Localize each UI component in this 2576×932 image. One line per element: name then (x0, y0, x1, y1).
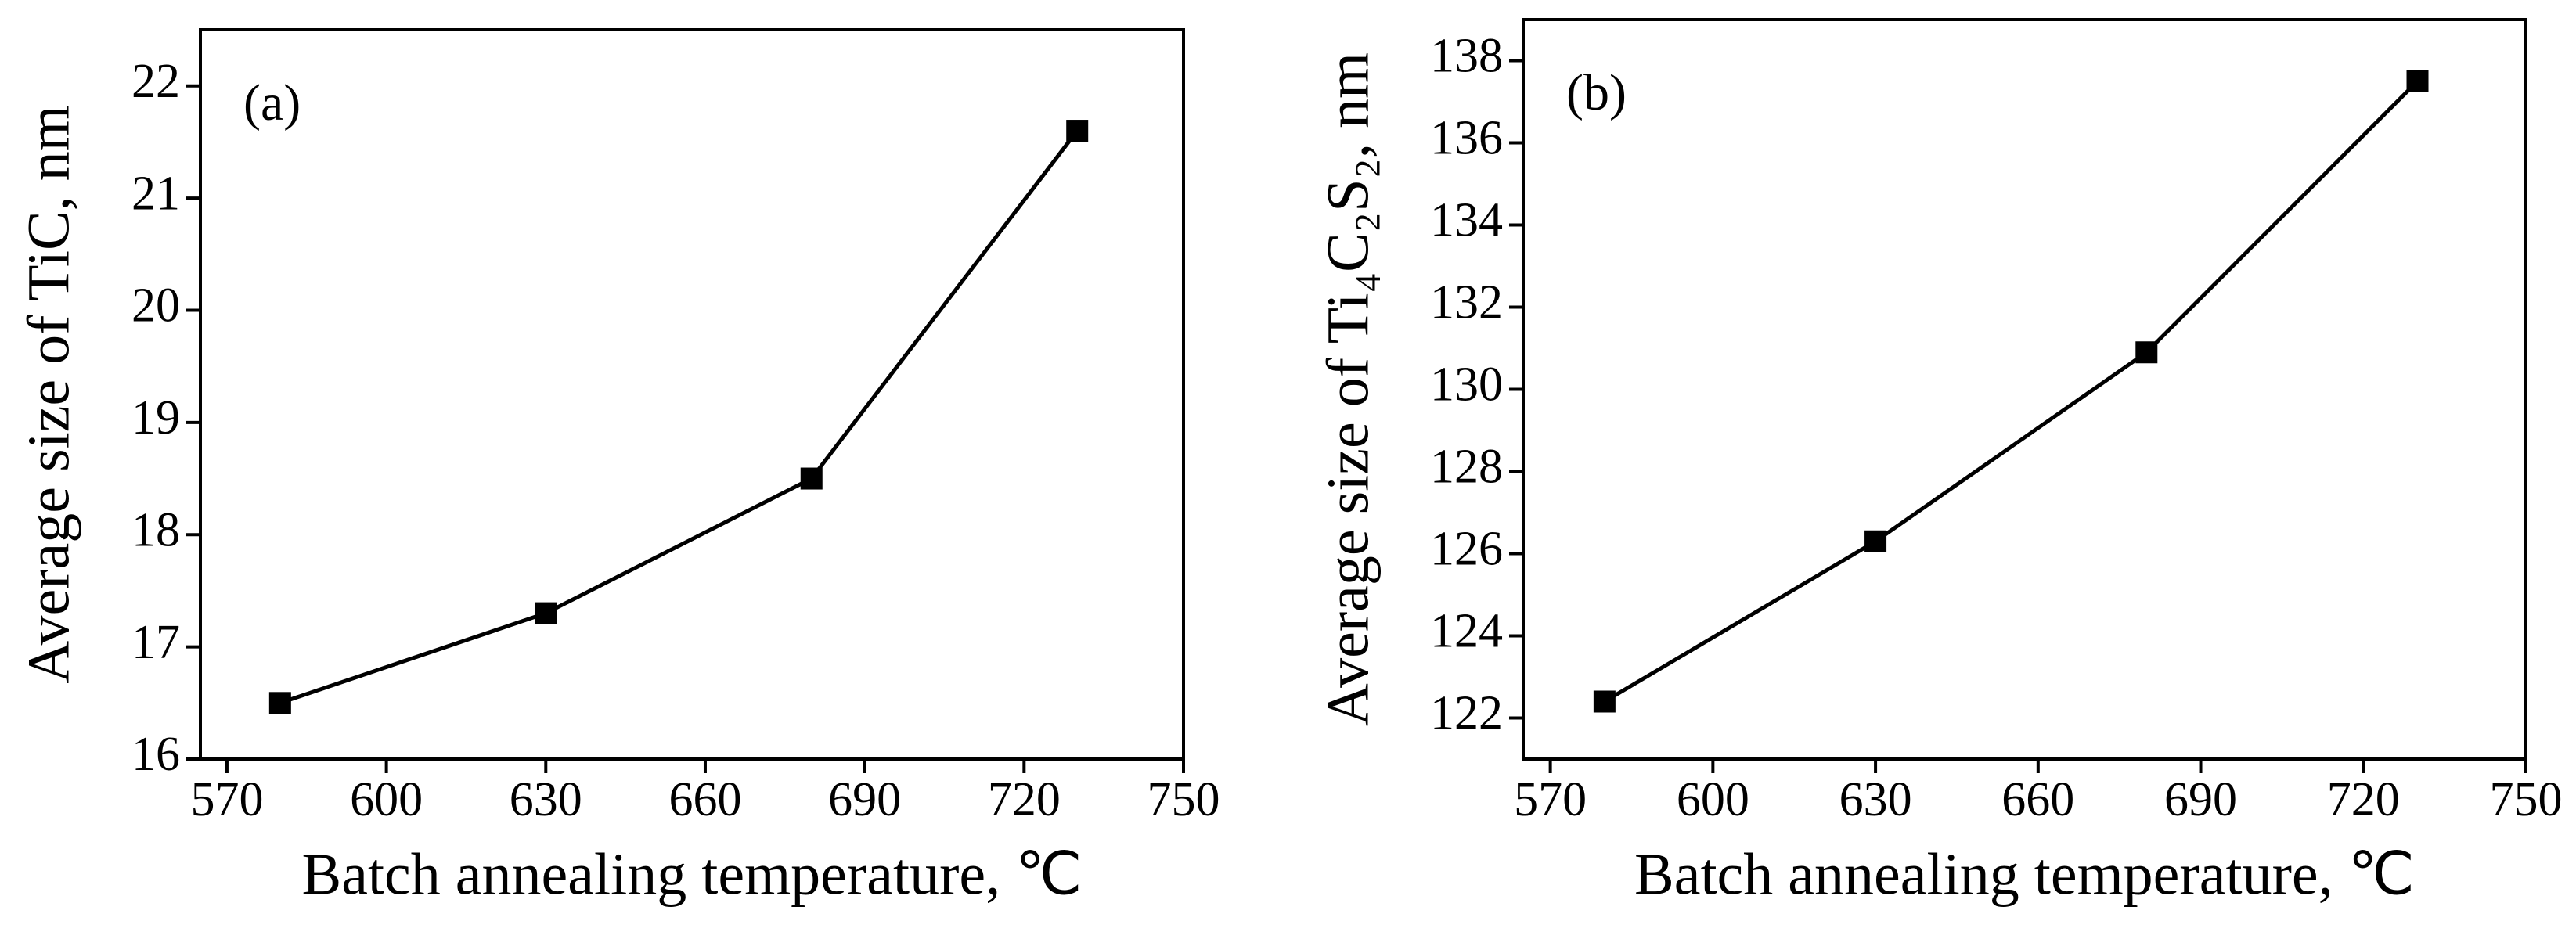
y-tick-label: 124 (1430, 605, 1503, 658)
x-tick-label: 570 (1514, 773, 1587, 826)
data-line (279, 129, 1079, 705)
y-tick-label: 122 (1430, 687, 1503, 740)
data-marker (1593, 690, 1616, 713)
x-axis-label: Batch annealing temperature, ℃ (1634, 841, 2415, 907)
x-tick-label: 660 (668, 773, 741, 826)
x-tick-label: 750 (1147, 773, 1220, 826)
chart: 570 600 630 660 690 720 750 16 17 18 19 20 21 22 Batch… (16, 28, 1220, 907)
x-tick-label: 750 (2490, 773, 2563, 826)
y-tick-label: 19 (132, 391, 180, 444)
y-tick-label: 21 (132, 167, 180, 220)
y-tick-label: 126 (1430, 523, 1503, 576)
x-tick-label: 690 (828, 773, 901, 826)
x-tick-label: 600 (1677, 773, 1749, 826)
y-tick-label: 17 (132, 616, 180, 669)
plot-frame (199, 28, 1185, 761)
data-marker (2135, 341, 2158, 364)
y-axis-label: Average size of Ti₄C₂S₂, nm (1315, 52, 1381, 726)
x-tick-label: 570 (190, 773, 263, 826)
data-marker (1864, 530, 1887, 552)
y-tick-label: 18 (132, 503, 180, 556)
x-axis-label: Batch annealing temperature, ℃ (302, 841, 1083, 907)
y-tick-label: 138 (1430, 30, 1503, 83)
y-tick-label: 130 (1430, 358, 1503, 412)
y-tick-label: 132 (1430, 276, 1503, 329)
y-tick-label: 134 (1430, 194, 1503, 247)
data-marker (268, 692, 291, 714)
x-tick-label: 720 (988, 773, 1061, 826)
x-tick-label: 630 (510, 773, 582, 826)
y-tick-label: 16 (132, 728, 180, 781)
data-line (1603, 79, 2419, 703)
panel-label: (b) (1566, 64, 1627, 121)
x-tick-label: 720 (2327, 773, 2400, 826)
y-tick-label: 20 (132, 279, 180, 333)
data-marker (800, 467, 823, 490)
y-tick-label: 128 (1430, 441, 1503, 494)
plot-frame (1522, 18, 2527, 761)
y-tick-label: 136 (1430, 112, 1503, 165)
x-tick-label: 600 (350, 773, 423, 826)
x-tick-label: 690 (2164, 773, 2237, 826)
x-tick-label: 660 (2001, 773, 2074, 826)
panel-label: (a) (243, 74, 301, 131)
chart: 570 600 630 660 690 720 750 122 124 126 128 130 132 1… (1315, 18, 2563, 907)
data-marker (2406, 70, 2429, 92)
x-tick-label: 630 (1839, 773, 1912, 826)
data-marker (535, 602, 557, 624)
y-tick-label: 22 (132, 55, 180, 108)
y-axis-label: Average size of TiC, nm (16, 105, 81, 684)
data-marker (1066, 120, 1089, 142)
